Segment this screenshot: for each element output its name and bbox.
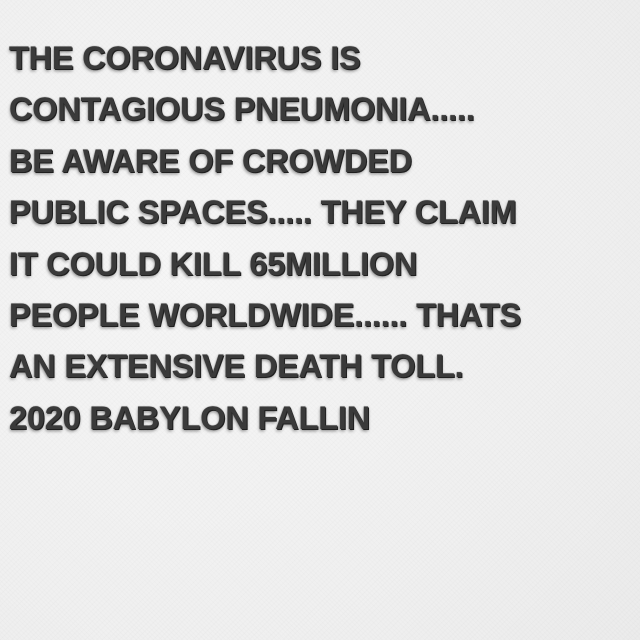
- note-line: CONTAGIOUS PNEUMONIA.....: [9, 91, 475, 128]
- note-line: THE CORONAVIRUS IS: [9, 40, 361, 76]
- note-text: THE CORONAVIRUS IS CONTAGIOUS PNEUMONIA.…: [9, 33, 637, 444]
- note-line: 2020 BABYLON FALLIN: [9, 399, 370, 436]
- note-line: BE AWARE OF CROWDED: [9, 142, 413, 179]
- note-line: PEOPLE WORLDWIDE...... THATS: [9, 296, 521, 333]
- note-line: AN EXTENSIVE DEATH TOLL.: [9, 348, 464, 385]
- note-line: IT COULD KILL 65MILLION: [9, 245, 418, 282]
- note-line: PUBLIC SPACES..... THEY CLAIM: [9, 194, 517, 231]
